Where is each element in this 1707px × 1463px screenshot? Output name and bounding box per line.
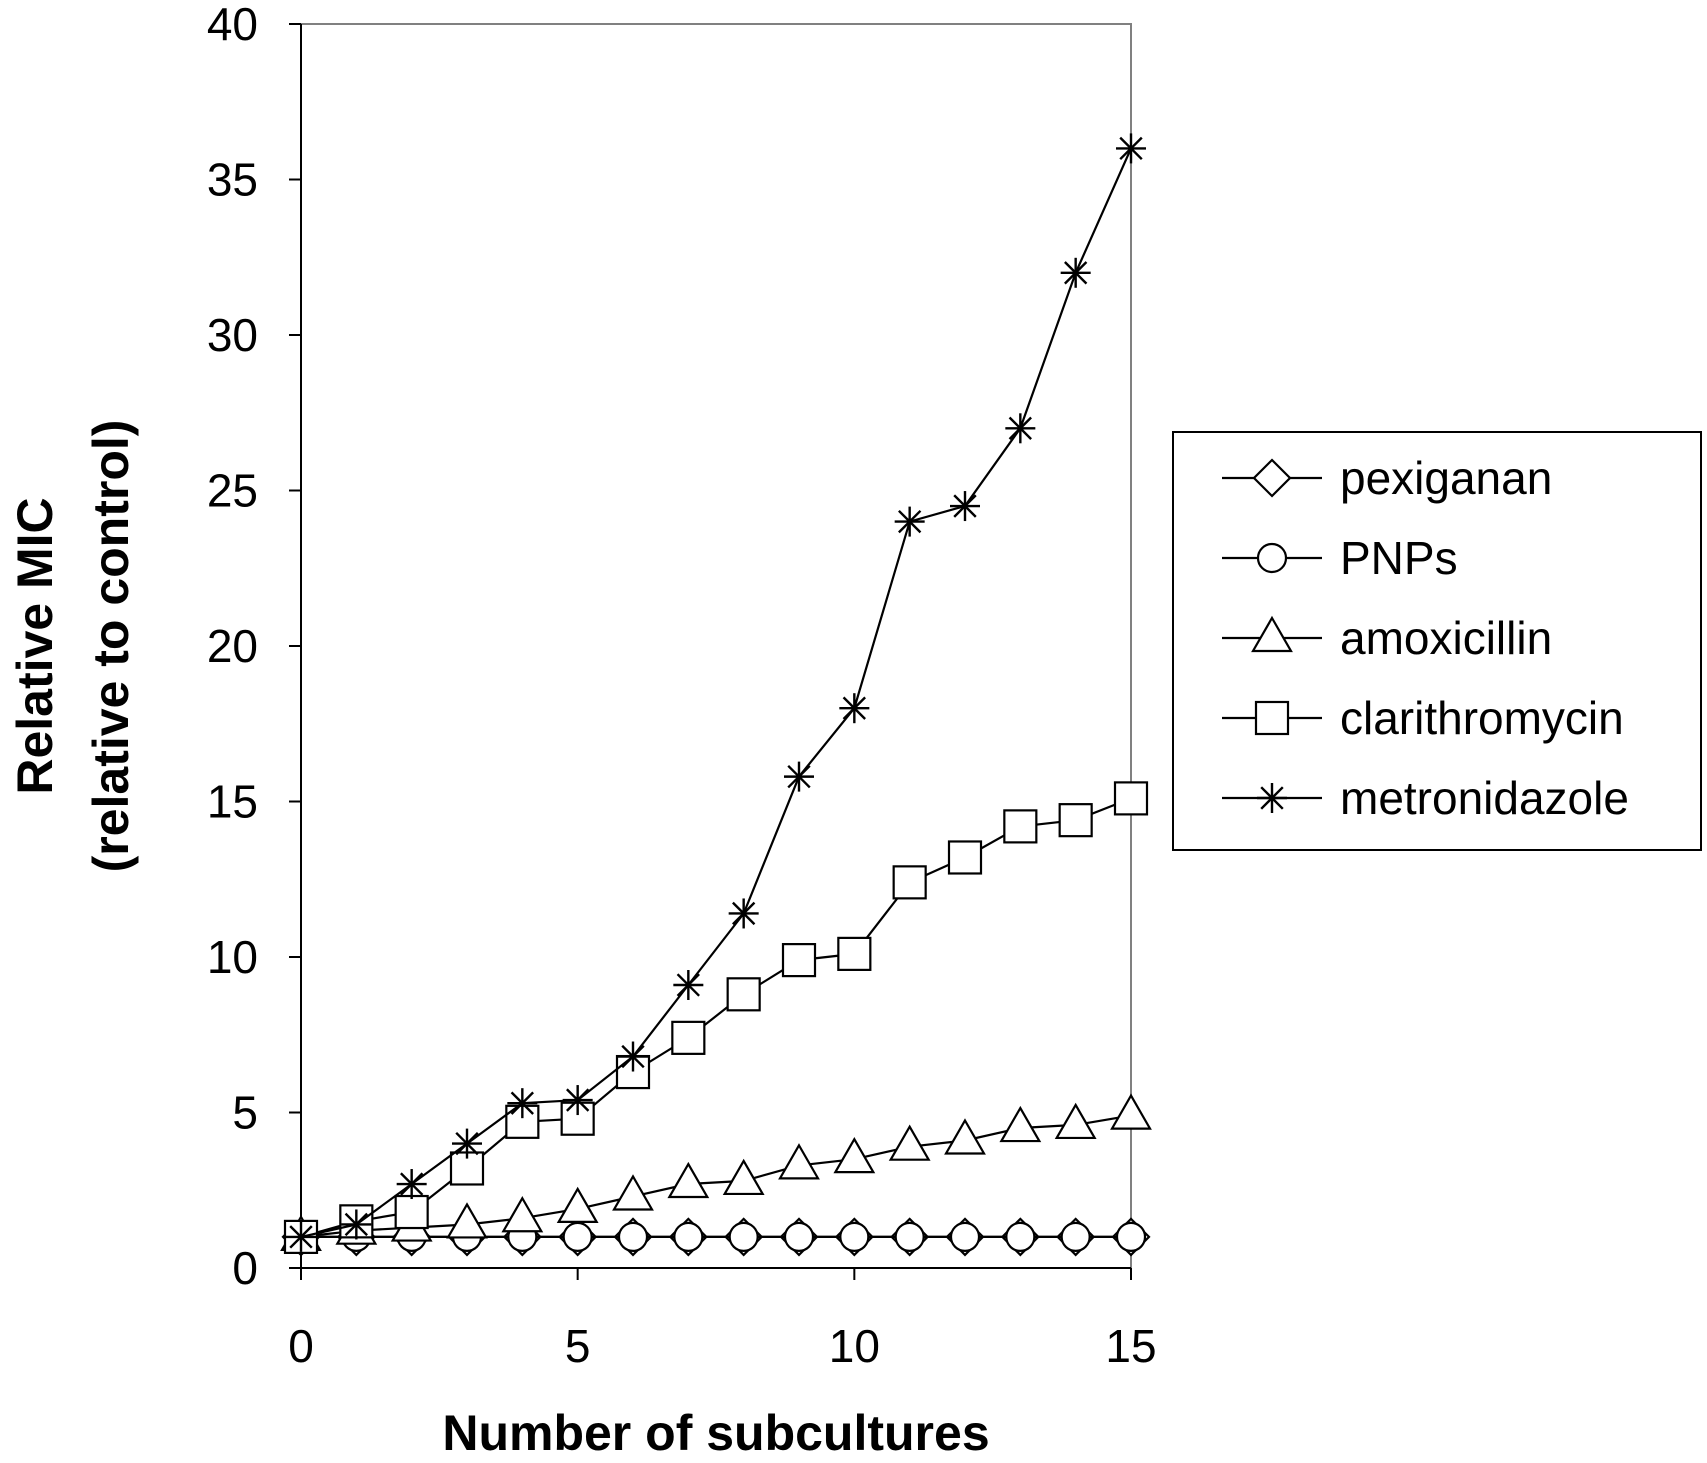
data-point-amoxicillin <box>501 1196 544 1233</box>
legend-label: pexiganan <box>1340 452 1552 504</box>
legend-item-metronidazole: metronidazole <box>1222 772 1629 824</box>
data-point-metronidazole <box>1005 413 1036 444</box>
data-point-clarithromycin <box>726 977 761 1012</box>
data-point-PNPs <box>894 1221 925 1253</box>
data-point-metronidazole <box>1060 257 1091 288</box>
legend-marker-PNPs <box>1256 542 1288 574</box>
data-point-amoxicillin <box>999 1105 1042 1143</box>
y-tick-label: 25 <box>207 465 258 517</box>
x-tick-label: 15 <box>1105 1320 1156 1372</box>
data-point-amoxicillin <box>556 1186 599 1224</box>
data-point-PNPs <box>562 1221 593 1253</box>
data-point-metronidazole <box>396 1169 427 1200</box>
data-point-amoxicillin <box>446 1202 488 1239</box>
data-point-clarithromycin <box>394 1194 429 1230</box>
y-tick-label: 0 <box>232 1242 258 1294</box>
data-point-PNPs <box>673 1221 704 1253</box>
data-point-PNPs <box>1115 1221 1147 1253</box>
data-point-PNPs <box>1005 1221 1036 1253</box>
data-point-metronidazole <box>618 1041 648 1072</box>
data-point-metronidazole <box>452 1128 482 1159</box>
data-point-metronidazole <box>341 1209 372 1240</box>
data-point-PNPs <box>617 1221 649 1253</box>
data-point-metronidazole <box>286 1221 316 1252</box>
data-point-amoxicillin <box>612 1174 654 1211</box>
data-point-amoxicillin <box>778 1143 820 1180</box>
legend-item-amoxicillin: amoxicillin <box>1222 612 1552 664</box>
data-point-clarithromycin <box>671 1020 706 1055</box>
data-point-metronidazole <box>784 761 814 792</box>
data-point-clarithromycin <box>781 943 817 978</box>
y-tick-label: 20 <box>207 620 258 672</box>
data-point-PNPs <box>839 1221 870 1253</box>
x-axis: 0 5 10 15 <box>288 1267 1157 1372</box>
legend-label: amoxicillin <box>1340 612 1552 664</box>
data-point-amoxicillin <box>833 1136 876 1174</box>
y-tick-label: 15 <box>207 776 258 828</box>
legend-label: clarithromycin <box>1340 692 1624 744</box>
data-point-amoxicillin <box>1054 1102 1097 1140</box>
series-line-metronidazole <box>300 147 1133 1238</box>
data-point-amoxicillin <box>667 1161 710 1199</box>
legend-item-pexiganan: pexiganan <box>1222 452 1552 504</box>
data-point-PNPs <box>949 1221 981 1253</box>
y-axis: 0 5 10 15 20 25 30 35 40 <box>207 0 302 1294</box>
y-tick-label: 5 <box>232 1087 258 1139</box>
legend-marker-metronidazole <box>1257 783 1287 813</box>
y-tick-label: 40 <box>207 0 258 50</box>
data-point-clarithromycin <box>892 865 927 900</box>
data-point-amoxicillin <box>722 1158 765 1196</box>
series-line-clarithromycin <box>300 797 1132 1238</box>
legend: pexiganan PNPs amoxicillin clarithromycin me… <box>1172 431 1702 851</box>
data-point-PNPs <box>783 1221 815 1253</box>
data-point-metronidazole <box>839 693 870 724</box>
data-point-metronidazole <box>728 898 759 929</box>
x-axis-title: Number of subcultures <box>442 1405 989 1461</box>
y-tick-label: 35 <box>207 154 258 206</box>
series-line-amoxicillin <box>300 1114 1132 1238</box>
data-point-PNPs <box>728 1221 759 1253</box>
data-point-amoxicillin <box>944 1118 986 1155</box>
data-point-clarithromycin <box>947 840 983 875</box>
data-point-amoxicillin <box>1110 1093 1152 1130</box>
legend-item-clarithromycin: clarithromycin <box>1222 692 1624 744</box>
x-tick-label: 10 <box>829 1320 880 1372</box>
data-point-metronidazole <box>950 491 980 522</box>
data-point-amoxicillin <box>888 1124 931 1161</box>
legend-marker-amoxicillin <box>1251 615 1293 653</box>
data-point-PNPs <box>1060 1221 1091 1253</box>
data-point-metronidazole <box>894 506 925 537</box>
data-point-metronidazole <box>507 1088 538 1119</box>
data-point-metronidazole <box>673 969 704 1000</box>
data-point-clarithromycin <box>1003 809 1038 844</box>
data-point-metronidazole <box>1116 133 1146 164</box>
legend-item-PNPs: PNPs <box>1222 532 1458 584</box>
y-axis-subtitle: (relative to control) <box>83 420 139 873</box>
y-axis-title: Relative MIC <box>7 497 63 794</box>
plot-frame <box>300 23 1132 1269</box>
x-tick-label: 0 <box>288 1320 314 1372</box>
legend-label: PNPs <box>1340 532 1458 584</box>
series-metronidazole <box>286 133 1146 1252</box>
data-point-clarithromycin <box>837 936 872 971</box>
data-point-clarithromycin <box>1058 803 1093 838</box>
series-layer <box>280 133 1152 1257</box>
legend-label: metronidazole <box>1340 772 1629 824</box>
y-tick-label: 10 <box>207 931 258 983</box>
legend-marker-clarithromycin <box>1254 700 1290 736</box>
data-point-metronidazole <box>562 1085 593 1116</box>
data-point-clarithromycin <box>1113 781 1149 816</box>
legend-marker-pexiganan <box>1252 458 1292 498</box>
x-tick-label: 5 <box>565 1320 591 1372</box>
y-tick-label: 30 <box>207 309 258 361</box>
